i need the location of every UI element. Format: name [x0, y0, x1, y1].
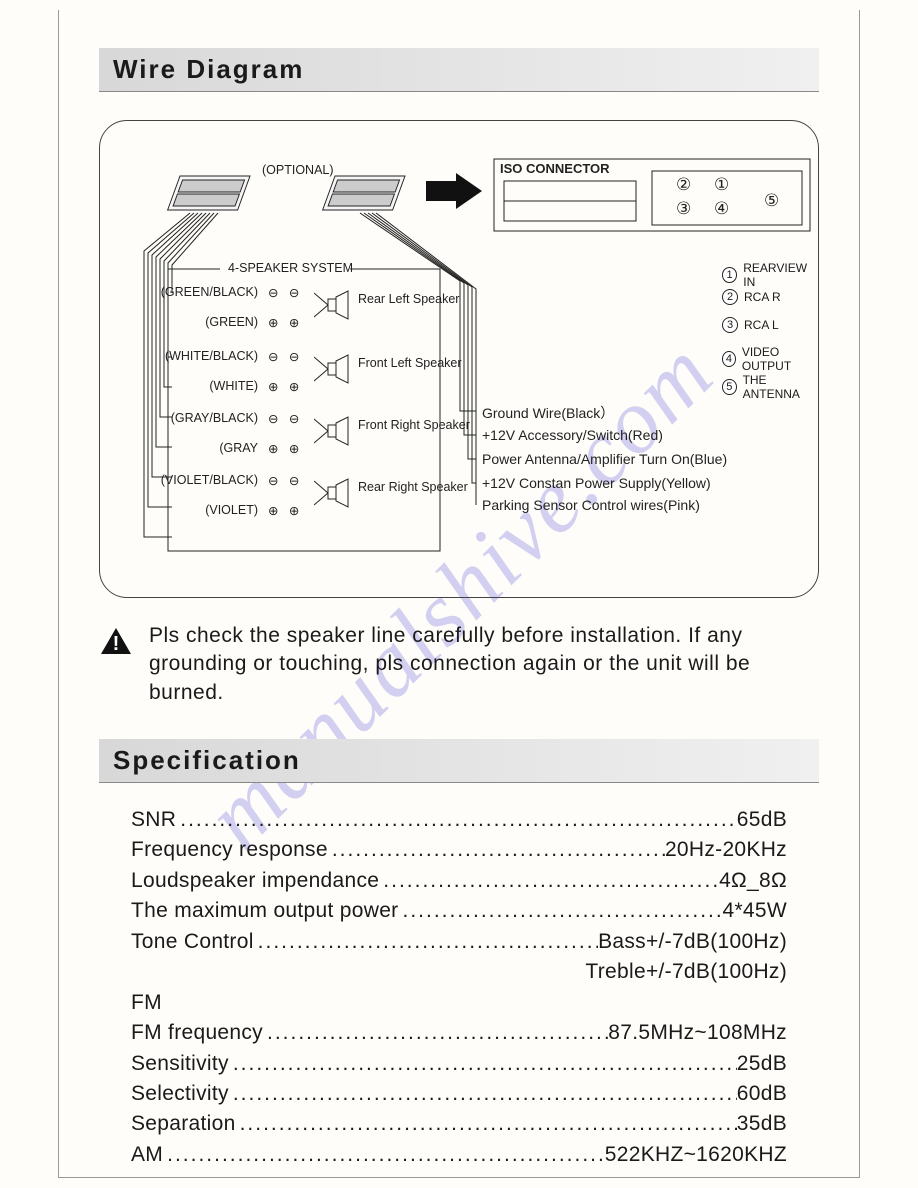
spec-row: FM [131, 988, 787, 1018]
spec-label: FM [131, 988, 162, 1018]
panel-num-1: ① [714, 175, 729, 195]
warning-text: Pls check the speaker line carefully bef… [149, 622, 819, 707]
spec-dots [229, 1079, 737, 1109]
legend-2: 3RCA L [722, 317, 779, 333]
panel-num-5: ⑤ [764, 191, 779, 211]
wire-label-4: (GRAY/BLACK) [171, 411, 258, 425]
spec-dots [398, 896, 722, 926]
spec-row: Sensitivity 25dB [131, 1049, 787, 1079]
spec-row: Treble+/-7dB(100Hz) [131, 957, 787, 987]
wire-diagram-title: Wire Diagram [99, 48, 819, 92]
legend-1: 2RCA R [722, 289, 781, 305]
spec-label: AM [131, 1140, 163, 1170]
spec-dots [328, 835, 665, 865]
spec-label: Tone Control [131, 927, 254, 957]
spec-label: Frequency response [131, 835, 328, 865]
wire-label-1: (GREEN) [205, 315, 258, 329]
speaker-icon [314, 413, 354, 451]
spec-value: 65dB [737, 805, 787, 835]
spec-row: AM 522KHZ~1620KHZ [131, 1140, 787, 1170]
panel-num-3: ③ [676, 199, 691, 219]
spec-label: SNR [131, 805, 176, 835]
spec-row: The maximum output power 4*45W [131, 896, 787, 926]
speaker-0: Rear Left Speaker [358, 293, 459, 307]
speaker-icon [314, 351, 354, 389]
spec-label: The maximum output power [131, 896, 398, 926]
iso-connector-label: ISO CONNECTOR [500, 161, 610, 176]
spec-value: 4*45W [722, 896, 787, 926]
spec-value: Treble+/-7dB(100Hz) [585, 957, 787, 987]
spec-dots [229, 1049, 737, 1079]
wire-label-0: (GREEN/BLACK) [161, 285, 258, 299]
spec-label: Selectivity [131, 1079, 229, 1109]
spec-value: 87.5MHz~108MHz [608, 1018, 787, 1048]
power-3: +12V Constan Power Supply(Yellow) [482, 475, 711, 491]
spec-dots [176, 805, 737, 835]
spec-label: Separation [131, 1109, 236, 1139]
speaker-3: Rear Right Speaker [358, 481, 468, 495]
spec-value: 4Ω_8Ω [719, 866, 787, 896]
speaker-icon [314, 475, 354, 513]
warning-row: ! Pls check the speaker line carefully b… [99, 622, 819, 707]
spec-dots [379, 866, 719, 896]
panel-num-2: ② [676, 175, 691, 195]
spec-value: 522KHZ~1620KHZ [605, 1140, 787, 1170]
speaker-system-label: 4-SPEAKER SYSTEM [228, 261, 353, 275]
spec-row: Loudspeaker impendance 4Ω_8Ω [131, 866, 787, 896]
power-4: Parking Sensor Control wires(Pink) [482, 497, 700, 513]
spec-label: Loudspeaker impendance [131, 866, 379, 896]
panel-num-4: ④ [714, 199, 729, 219]
wire-label-6: (VIOLET/BLACK) [161, 473, 258, 487]
spec-value: 60dB [737, 1079, 787, 1109]
spec-row: SNR 65dB [131, 805, 787, 835]
specification-title: Specification [99, 739, 819, 783]
spec-row: FM frequency 87.5MHz~108MHz [131, 1018, 787, 1048]
wire-label-5: (GRAY [219, 441, 258, 455]
spec-row: Tone Control Bass+/-7dB(100Hz) [131, 927, 787, 957]
power-1: +12V Accessory/Switch(Red) [482, 427, 663, 443]
spec-dots [163, 1140, 605, 1170]
spec-value: 20Hz-20KHz [665, 835, 787, 865]
spec-label: Sensitivity [131, 1049, 229, 1079]
wire-diagram: (OPTIONAL) ISO CONNECTOR 4-SPEAKER SYSTE… [99, 120, 819, 598]
page-frame: Wire Diagram [58, 10, 860, 1178]
svg-text:!: ! [113, 633, 120, 655]
warning-icon: ! [99, 626, 133, 656]
legend-0: 1REARVIEW IN [722, 261, 818, 289]
spec-dots [236, 1109, 737, 1139]
speaker-icon [314, 287, 354, 325]
speaker-1: Front Left Speaker [358, 357, 462, 371]
optional-label: (OPTIONAL) [262, 163, 334, 177]
power-0: Ground Wire(Black） [482, 403, 614, 423]
spec-value: Bass+/-7dB(100Hz) [598, 927, 787, 957]
power-2: Power Antenna/Amplifier Turn On(Blue) [482, 451, 727, 467]
spec-value: 35dB [737, 1109, 787, 1139]
wire-label-7: (VIOLET) [205, 503, 258, 517]
spec-label: FM frequency [131, 1018, 263, 1048]
spec-list: SNR 65dBFrequency response20Hz-20KHzLoud… [131, 805, 787, 1170]
spec-row: Separation 35dB [131, 1109, 787, 1139]
spec-dots [254, 927, 598, 957]
wire-label-3: (WHITE) [209, 379, 258, 393]
spec-dots [263, 1018, 608, 1048]
legend-3: 4VIDEO OUTPUT [722, 345, 818, 373]
spec-row: Selectivity 60dB [131, 1079, 787, 1109]
wire-label-2: (WHITE/BLACK) [165, 349, 258, 363]
legend-4: 5THE ANTENNA [722, 373, 818, 401]
spec-row: Frequency response 20Hz-20KHz [131, 835, 787, 865]
spec-value: 25dB [737, 1049, 787, 1079]
speaker-2: Front Right Speaker [358, 419, 470, 433]
